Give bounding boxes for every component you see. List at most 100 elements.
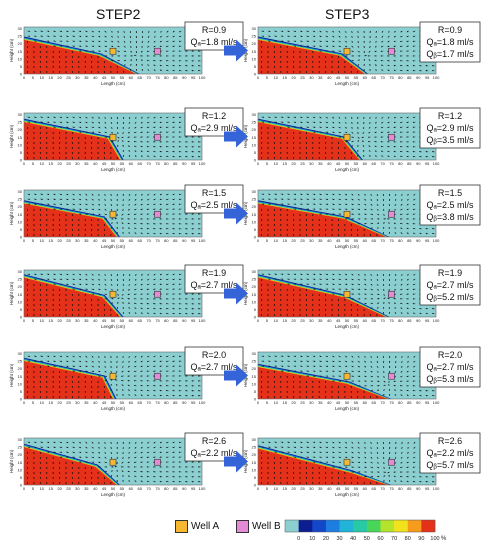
velocity-arrow bbox=[357, 45, 360, 48]
well-b-marker bbox=[154, 47, 161, 55]
velocity-arrow bbox=[46, 116, 50, 118]
x-tick-label: 55 bbox=[354, 318, 359, 323]
velocity-arrow bbox=[344, 45, 348, 48]
velocity-arrow bbox=[140, 150, 144, 153]
well-a-marker bbox=[343, 290, 351, 298]
x-tick-label: 85 bbox=[407, 238, 412, 243]
velocity-arrow bbox=[123, 45, 126, 48]
x-tick-label: 60 bbox=[363, 486, 368, 491]
x-tick-label: 70 bbox=[380, 400, 385, 405]
colorbar-segment bbox=[394, 520, 409, 532]
x-tick-label: 55 bbox=[120, 75, 125, 80]
velocity-arrow bbox=[85, 30, 88, 33]
velocity-arrow bbox=[280, 30, 284, 32]
x-tick-label: 80 bbox=[164, 486, 169, 491]
x-tick-label: 80 bbox=[164, 400, 169, 405]
velocity-arrow bbox=[110, 35, 113, 38]
x-tick-label: 30 bbox=[309, 75, 314, 80]
velocity-arrow bbox=[393, 45, 397, 48]
velocity-arrow bbox=[78, 35, 82, 38]
x-tick-label: 45 bbox=[102, 318, 107, 323]
x-tick-label: 35 bbox=[84, 75, 89, 80]
well-b-marker bbox=[154, 133, 161, 141]
velocity-arrow bbox=[331, 40, 335, 43]
x-tick-label: 40 bbox=[327, 318, 332, 323]
velocity-arrow bbox=[344, 40, 347, 43]
velocity-arrow bbox=[325, 35, 329, 38]
velocity-arrow bbox=[306, 121, 310, 123]
velocity-arrow bbox=[159, 69, 163, 72]
y-tick-label: 15 bbox=[252, 292, 257, 297]
x-tick-label: 10 bbox=[40, 238, 45, 243]
velocity-arrow bbox=[53, 116, 56, 118]
velocity-arrow bbox=[299, 121, 303, 123]
velocity-arrow bbox=[153, 126, 156, 129]
x-tick-label: 65 bbox=[371, 400, 376, 405]
x-tick-label: 45 bbox=[336, 238, 341, 243]
velocity-arrow bbox=[165, 150, 169, 153]
velocity-arrow bbox=[319, 126, 322, 128]
well-b-marker bbox=[388, 133, 395, 141]
x-tick-label: 10 bbox=[274, 238, 279, 243]
y-tick-label: 10 bbox=[18, 299, 23, 304]
parameter-text: R=2.0 bbox=[202, 350, 226, 360]
velocity-arrow bbox=[78, 121, 82, 124]
x-tick-label: 75 bbox=[155, 318, 160, 323]
velocity-arrow bbox=[331, 121, 335, 124]
y-tick-label: 10 bbox=[252, 219, 257, 224]
saturation-band bbox=[24, 39, 137, 74]
x-tick-label: 65 bbox=[137, 75, 142, 80]
velocity-arrow bbox=[381, 69, 384, 72]
velocity-arrow bbox=[91, 116, 94, 119]
y-tick-label: 20 bbox=[18, 366, 23, 371]
x-tick-label: 5 bbox=[32, 238, 35, 243]
x-tick-label: 0 bbox=[257, 400, 260, 405]
velocity-arrow bbox=[319, 30, 322, 33]
x-tick-label: 40 bbox=[327, 238, 332, 243]
y-axis-label: Height (cm) bbox=[9, 449, 14, 473]
velocity-arrow bbox=[319, 35, 322, 38]
colorbar-segment bbox=[298, 520, 313, 532]
velocity-arrow bbox=[393, 35, 397, 38]
x-tick-label: 25 bbox=[66, 400, 71, 405]
y-tick-label: 25 bbox=[252, 120, 257, 125]
velocity-arrow bbox=[141, 116, 144, 119]
x-tick-label: 20 bbox=[57, 161, 62, 166]
x-tick-label: 90 bbox=[416, 238, 421, 243]
velocity-arrow bbox=[46, 30, 50, 32]
velocity-arrow bbox=[53, 35, 56, 37]
colorbar-segment bbox=[353, 520, 368, 532]
parameter-text: R=1.9 bbox=[202, 268, 226, 278]
x-tick-label: 95 bbox=[425, 161, 430, 166]
x-tick-label: 0 bbox=[257, 161, 260, 166]
x-axis-label: Length (cm) bbox=[335, 324, 360, 329]
velocity-arrow bbox=[104, 121, 107, 124]
velocity-arrow bbox=[140, 59, 144, 62]
velocity-arrow bbox=[117, 45, 120, 48]
x-tick-label: 80 bbox=[398, 238, 403, 243]
x-tick-label: 85 bbox=[407, 75, 412, 80]
velocity-arrow bbox=[141, 64, 144, 67]
x-tick-label: 10 bbox=[274, 75, 279, 80]
x-tick-label: 15 bbox=[282, 161, 287, 166]
velocity-arrow bbox=[191, 155, 195, 158]
y-tick-label: 30 bbox=[252, 189, 257, 194]
x-tick-label: 35 bbox=[84, 400, 89, 405]
velocity-arrow bbox=[338, 35, 341, 38]
x-tick-label: 50 bbox=[111, 400, 116, 405]
velocity-arrow bbox=[338, 126, 341, 129]
velocity-arrow bbox=[331, 116, 335, 119]
x-tick-label: 30 bbox=[75, 75, 80, 80]
velocity-arrow bbox=[159, 150, 163, 153]
x-tick-label: 20 bbox=[291, 400, 296, 405]
velocity-arrow bbox=[357, 59, 360, 62]
x-tick-label: 5 bbox=[266, 486, 269, 491]
velocity-arrow bbox=[159, 64, 163, 67]
y-tick-label: 30 bbox=[18, 351, 23, 356]
velocity-arrow bbox=[159, 116, 163, 119]
parameter-text: R=1.9 bbox=[438, 268, 462, 278]
velocity-arrow bbox=[122, 144, 125, 148]
y-tick-label: 5 bbox=[20, 64, 23, 69]
velocity-arrow bbox=[400, 40, 403, 43]
